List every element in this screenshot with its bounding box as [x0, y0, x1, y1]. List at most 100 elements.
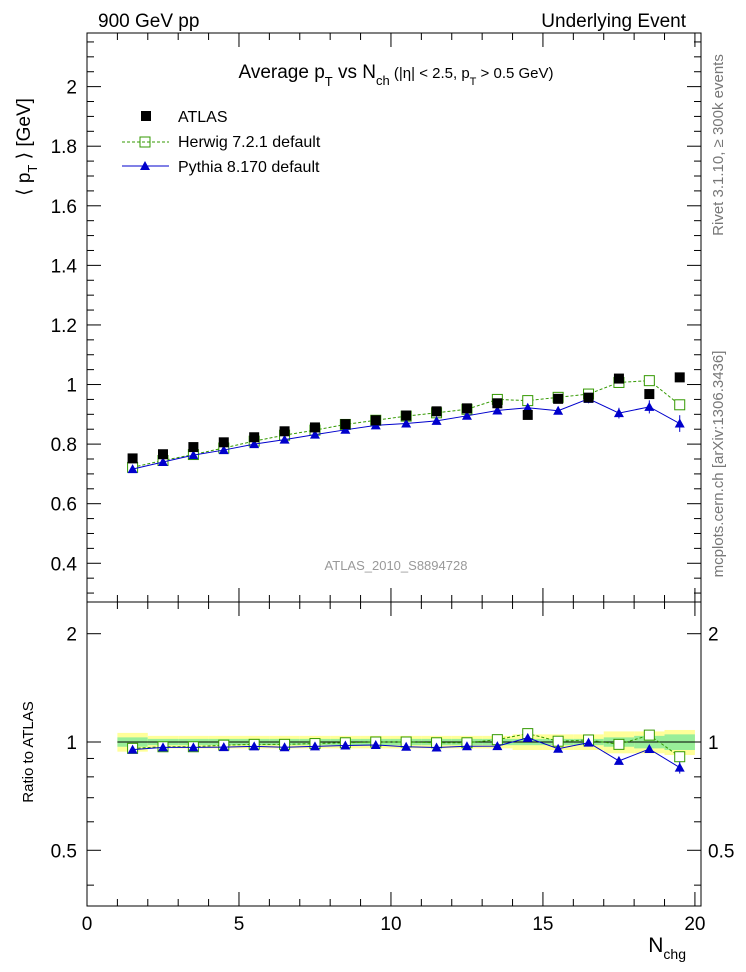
legend-marker-pythia	[140, 161, 150, 170]
pythia-point	[613, 755, 624, 765]
pythia-line	[132, 398, 680, 470]
main-title: Average pT vs Nch (|η| < 2.5, pT > 0.5 G…	[238, 62, 553, 89]
pythia-point	[218, 742, 229, 752]
atlas-point	[279, 426, 290, 437]
x-tick-label: 5	[234, 914, 245, 935]
pythia-point	[553, 405, 564, 415]
pythia-point	[461, 410, 472, 420]
atlas-point	[674, 372, 685, 383]
atlas-point	[583, 392, 594, 403]
legend-label-atlas: ATLAS	[178, 109, 228, 126]
analysis-watermark: ATLAS_2010_S8894728	[325, 558, 468, 573]
x-axis-label: Nchg	[648, 934, 686, 962]
y-tick-label: 0.4	[51, 554, 78, 575]
herwig-point	[674, 751, 686, 763]
pythia-point	[674, 418, 685, 428]
herwig-point	[643, 729, 655, 741]
mcplots-label: mcplots.cern.ch [arXiv:1306.3436]	[710, 351, 727, 578]
y-tick-label: 0.5	[51, 841, 77, 862]
atlas-point	[249, 432, 260, 443]
legend-marker-atlas	[141, 111, 151, 121]
atlas-point	[553, 393, 564, 404]
legend-label-pythia: Pythia 8.170 default	[178, 159, 320, 176]
pythia-point	[522, 402, 533, 412]
pythia-point	[613, 408, 624, 418]
y-tick-label: 1.8	[51, 137, 77, 158]
y-tick-label: 1	[66, 376, 77, 397]
pythia-point	[553, 743, 564, 753]
pythia-point	[157, 742, 168, 752]
atlas-point	[492, 398, 503, 409]
herwig-point	[674, 399, 686, 411]
pythia-point	[492, 741, 503, 751]
atlas-point	[401, 410, 412, 421]
ratio-y-axis-label: Ratio to ATLAS	[20, 701, 37, 802]
atlas-point	[127, 453, 138, 464]
atlas-point	[157, 449, 168, 460]
y-tick-label: 1.6	[51, 197, 77, 218]
pythia-point	[340, 740, 351, 750]
pythia-point	[249, 741, 260, 751]
legend-label-herwig: Herwig 7.2.1 default	[178, 134, 321, 151]
pythia-point	[188, 450, 199, 460]
atlas-point	[431, 406, 442, 417]
legend: ATLAS Herwig 7.2.1 default Pythia 8.170 …	[122, 109, 321, 176]
pythia-point	[461, 741, 472, 751]
pythia-point	[522, 732, 533, 742]
pythia-point	[340, 424, 351, 434]
pythia-point	[309, 429, 320, 439]
header-right: Underlying Event	[541, 11, 686, 32]
x-tick-label: 15	[532, 914, 553, 935]
atlas-point	[613, 373, 624, 384]
y-tick-label: 1.4	[51, 256, 78, 277]
pythia-point	[583, 737, 594, 747]
pythia-point	[674, 762, 685, 772]
atlas-point	[461, 403, 472, 414]
pythia-point	[431, 742, 442, 752]
y-tick-label: 1.2	[51, 316, 77, 337]
y-tick-label: 1	[66, 733, 77, 754]
y-tick-label: 0.8	[51, 435, 77, 456]
pythia-point	[249, 439, 260, 449]
pythia-point	[431, 415, 442, 425]
atlas-point	[644, 389, 655, 400]
pythia-point	[492, 405, 503, 415]
y-tick-label: 2	[66, 625, 77, 646]
y-axis-label: ⟨ pT ⟩ [GeV]	[14, 98, 40, 196]
pythia-point	[279, 742, 290, 752]
atlas-point	[218, 437, 229, 448]
ratio-frame	[86, 601, 702, 907]
header-left: 900 GeV pp	[98, 11, 199, 32]
atlas-point	[309, 422, 320, 433]
x-tick-label: 20	[684, 914, 705, 935]
pythia-point	[370, 739, 381, 749]
rivet-label: Rivet 3.1.10, ≥ 300k events	[710, 54, 727, 236]
legend-marker-herwig	[139, 136, 151, 148]
pythia-point	[218, 445, 229, 455]
atlas-point	[370, 415, 381, 426]
x-tick-label: 0	[82, 914, 93, 935]
pythia-point	[157, 456, 168, 466]
atlas-point	[340, 419, 351, 430]
main-panel: 0.4 0.6 0.8 1 1.2 1.4 1.6 1.8 2 Average pT vs Nc…	[14, 32, 702, 603]
y-tick-label: 2	[66, 78, 77, 99]
pythia-point	[188, 742, 199, 752]
pythia-point	[401, 418, 412, 428]
pythia-point	[127, 464, 138, 474]
y-tick-label-right: 1	[708, 733, 719, 754]
pythia-point	[401, 741, 412, 751]
herwig-point	[643, 375, 655, 387]
pythia-point	[644, 744, 655, 754]
atlas-point	[188, 442, 199, 453]
atlas-point	[522, 409, 533, 420]
y-tick-label-right: 0.5	[708, 841, 734, 862]
y-tick-label: 0.6	[51, 495, 77, 516]
x-tick-label: 10	[380, 914, 401, 935]
y-tick-label-right: 2	[708, 625, 719, 646]
pythia-point	[309, 741, 320, 751]
herwig-point	[613, 738, 625, 750]
pythia-point	[644, 401, 655, 411]
ratio-panel: 0 5 10 15 20 0.5 0.5 1 1 2 2 Ratio to ATLAS Nchg	[20, 601, 734, 962]
pythia-point	[127, 744, 138, 754]
